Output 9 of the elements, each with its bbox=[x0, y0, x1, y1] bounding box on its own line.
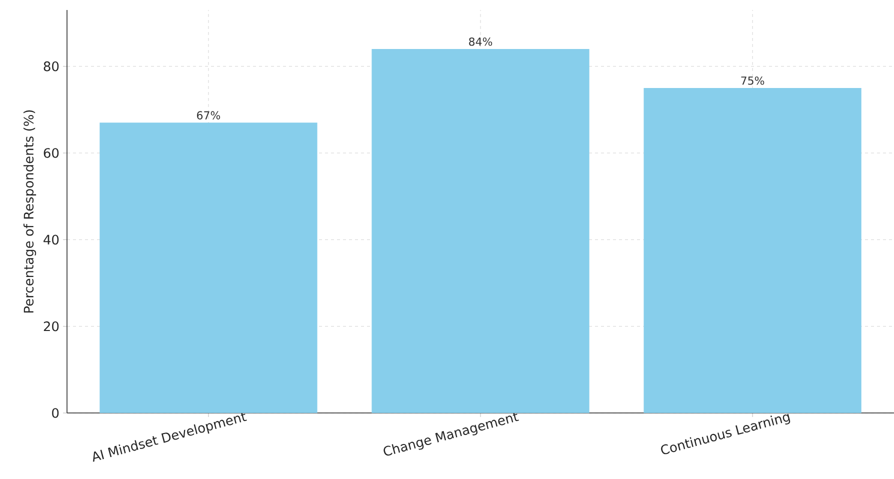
y-tick-label: 0 bbox=[52, 408, 59, 418]
y-tick-label: 20 bbox=[44, 321, 59, 332]
y-tick-label: 40 bbox=[44, 234, 59, 245]
y-tick-label: 80 bbox=[44, 61, 59, 72]
data-label: 84% bbox=[469, 37, 492, 46]
data-label: 67% bbox=[197, 111, 220, 120]
y-tick-label: 60 bbox=[44, 148, 59, 158]
data-label: 75% bbox=[741, 76, 764, 85]
y-axis-title: Percentage of Respondents (%) bbox=[23, 110, 36, 313]
